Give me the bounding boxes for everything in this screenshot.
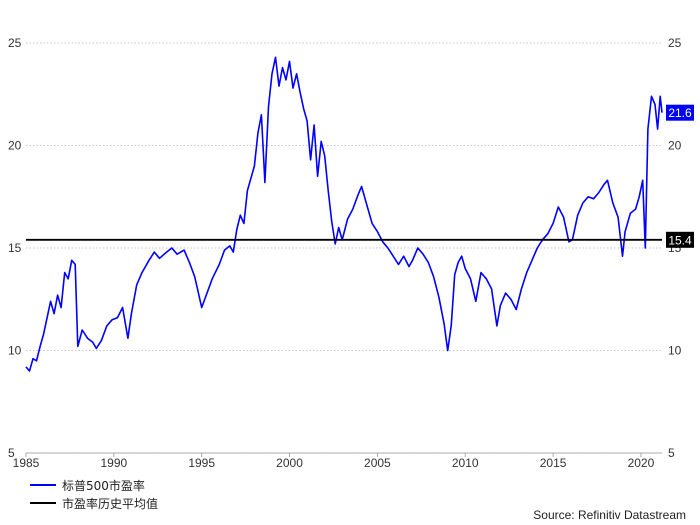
y-tick-right-10: 10 [668, 344, 682, 358]
series-line-pe [25, 56, 663, 372]
end-label-box-1 [666, 231, 694, 248]
y-tick-left-25: 25 [8, 36, 22, 50]
end-label-1: 15.4 [668, 233, 692, 247]
x-tick-2005: 2005 [364, 456, 391, 470]
chart-canvas: 5 10 15 20 25 5 10 15 20 25 1985 1990 1995 2000 2005… [8, 36, 694, 470]
y-axis-left: 5 10 15 20 25 [8, 36, 22, 460]
source-note: Source: Refinitiv Datastream [533, 508, 686, 522]
end-label-box-0 [666, 104, 694, 121]
x-axis: 1985 1990 1995 2000 2005 2010 2015 2020 [13, 452, 662, 470]
legend-item-pe: 标普500市盈率 [30, 476, 158, 494]
x-tick-2000: 2000 [276, 456, 303, 470]
x-tick-2020: 2020 [628, 456, 655, 470]
y-tick-left-15: 15 [8, 241, 22, 255]
y-tick-left-10: 10 [8, 344, 22, 358]
y-tick-right-25: 25 [668, 36, 682, 50]
legend-label-average: 市盈率历史平均值 [62, 496, 159, 511]
end-label-0: 21.6 [668, 106, 692, 120]
legend-swatch-pe [30, 484, 56, 486]
y-tick-left-20: 20 [8, 139, 22, 153]
x-tick-2015: 2015 [540, 456, 567, 470]
y-tick-left-5: 5 [8, 446, 15, 460]
x-tick-2010: 2010 [452, 456, 479, 470]
legend: 标普500市盈率 市盈率历史平均值 [30, 476, 158, 512]
end-value-labels: 21.6 15.4 [666, 104, 694, 248]
gridlines [26, 42, 662, 454]
legend-swatch-average [30, 502, 56, 504]
x-tick-1985: 1985 [13, 456, 40, 470]
y-tick-right-5: 5 [668, 446, 675, 460]
x-tick-1995: 1995 [188, 456, 215, 470]
x-tick-1990: 1990 [100, 456, 127, 470]
legend-item-average: 市盈率历史平均值 [30, 494, 158, 512]
legend-label-pe: 标普500市盈率 [62, 478, 145, 493]
y-tick-right-20: 20 [668, 139, 682, 153]
series-lines [25, 56, 663, 372]
